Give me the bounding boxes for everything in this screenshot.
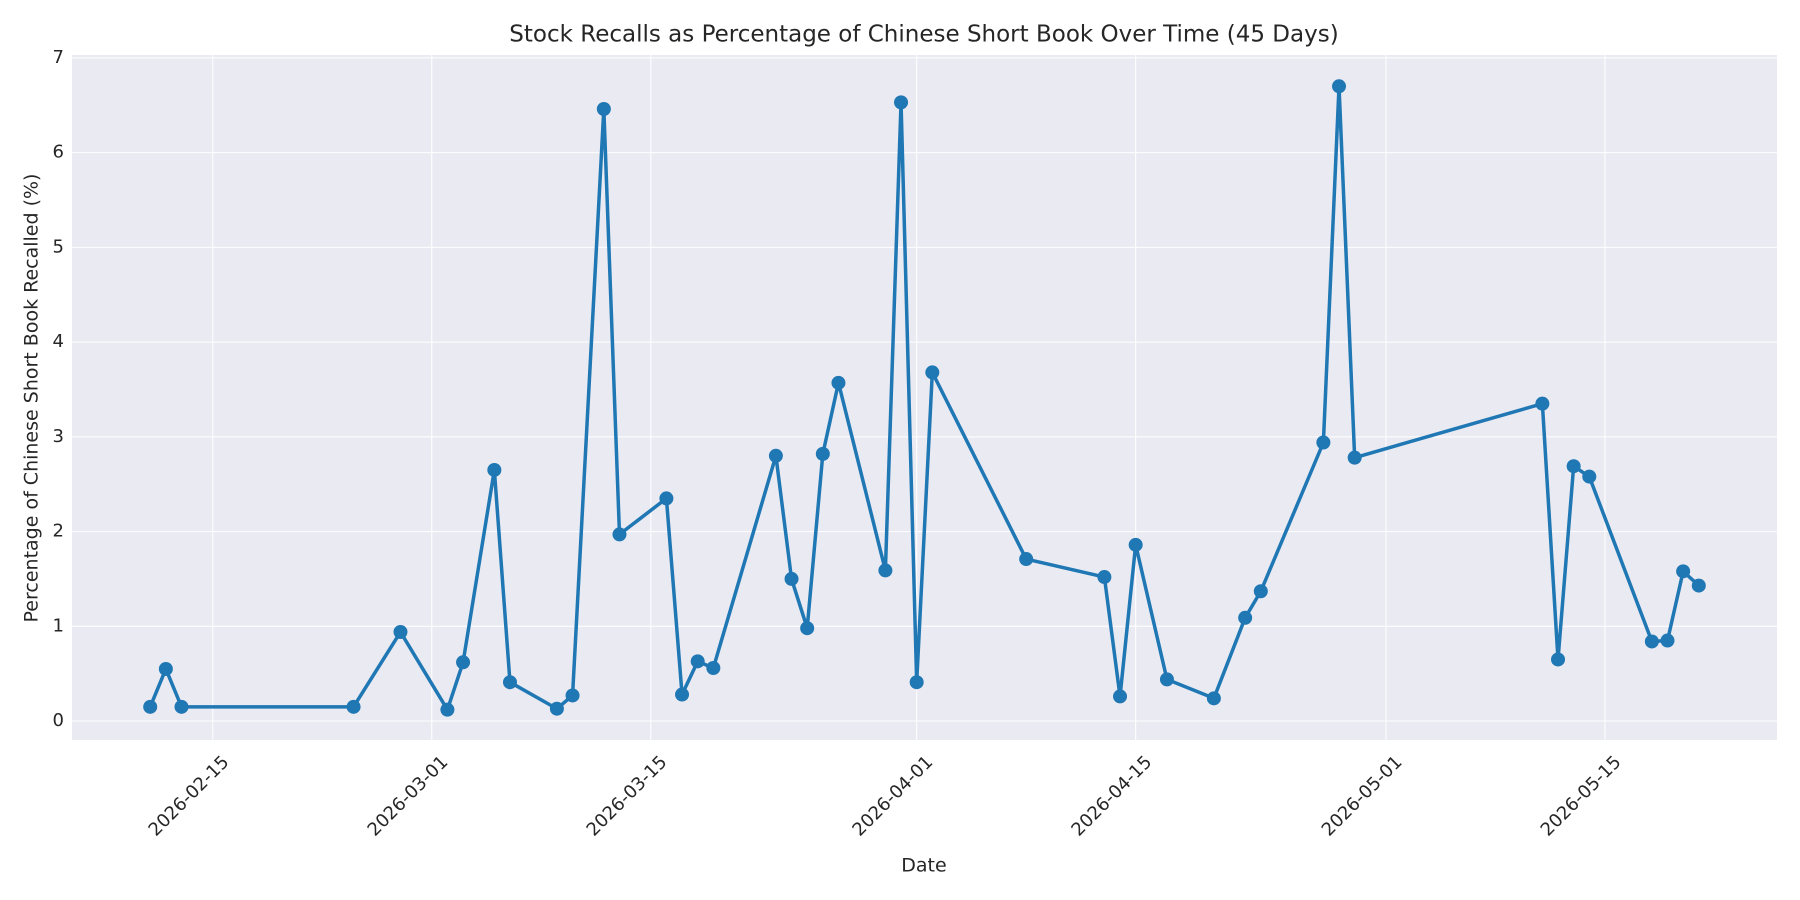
data-point [1238, 610, 1253, 625]
data-point [456, 655, 471, 670]
data-point [878, 563, 893, 578]
data-point [768, 448, 783, 463]
plot-area [72, 55, 1777, 740]
data-point [346, 699, 361, 714]
data-point [596, 102, 611, 117]
data-point [565, 688, 580, 703]
data-point [1113, 689, 1128, 704]
data-point [174, 699, 189, 714]
data-point [800, 621, 815, 636]
data-point [1551, 652, 1566, 667]
data-point [1159, 672, 1174, 687]
y-axis-label: Percentage of Chinese Short Book Recalle… [21, 174, 43, 623]
x-tick-label: 2026-04-15 [1067, 752, 1156, 841]
data-point [612, 527, 627, 542]
x-tick-label: 2026-02-15 [145, 752, 234, 841]
data-point [440, 702, 455, 717]
data-point [706, 660, 721, 675]
data-point [784, 571, 799, 586]
data-point [1347, 450, 1362, 465]
data-point [393, 624, 408, 639]
data-point [815, 446, 830, 461]
data-point [502, 675, 517, 690]
data-point [675, 687, 690, 702]
y-tick-label: 3 [53, 426, 64, 447]
data-point [1332, 79, 1347, 94]
x-tick-label: 2026-05-15 [1537, 752, 1626, 841]
data-point [1128, 537, 1143, 552]
x-axis-label: Date [901, 855, 946, 877]
data-point [831, 375, 846, 390]
y-tick-label: 6 [53, 142, 64, 163]
data-point [1582, 469, 1597, 484]
data-point [1676, 564, 1691, 579]
data-point [1019, 552, 1034, 567]
x-tick-label: 2026-04-01 [848, 752, 937, 841]
data-point [1253, 584, 1268, 599]
y-tick-label: 2 [53, 521, 64, 542]
y-tick-label: 5 [53, 236, 64, 257]
data-point [1097, 570, 1112, 585]
x-tick-label: 2026-05-01 [1318, 752, 1407, 841]
x-tick-label: 2026-03-01 [364, 752, 453, 841]
chart-title: Stock Recalls as Percentage of Chinese S… [509, 22, 1338, 48]
data-point [894, 95, 909, 110]
data-point [1206, 691, 1221, 706]
data-point [158, 661, 173, 676]
data-point [1660, 633, 1675, 648]
data-point [1316, 435, 1331, 450]
y-tick-label: 7 [53, 47, 64, 68]
data-point [143, 699, 158, 714]
data-point [1535, 396, 1550, 411]
y-tick-label: 4 [53, 331, 64, 352]
data-point [659, 491, 674, 506]
data-point [1566, 459, 1581, 474]
data-point [925, 365, 940, 380]
y-tick-label: 0 [53, 710, 64, 731]
data-point [1691, 578, 1706, 593]
data-point [909, 675, 924, 690]
x-tick-label: 2026-03-15 [583, 752, 672, 841]
y-tick-label: 1 [53, 615, 64, 636]
data-point [1644, 634, 1659, 649]
data-point [690, 654, 705, 669]
data-point [549, 701, 564, 716]
data-point [487, 462, 502, 477]
